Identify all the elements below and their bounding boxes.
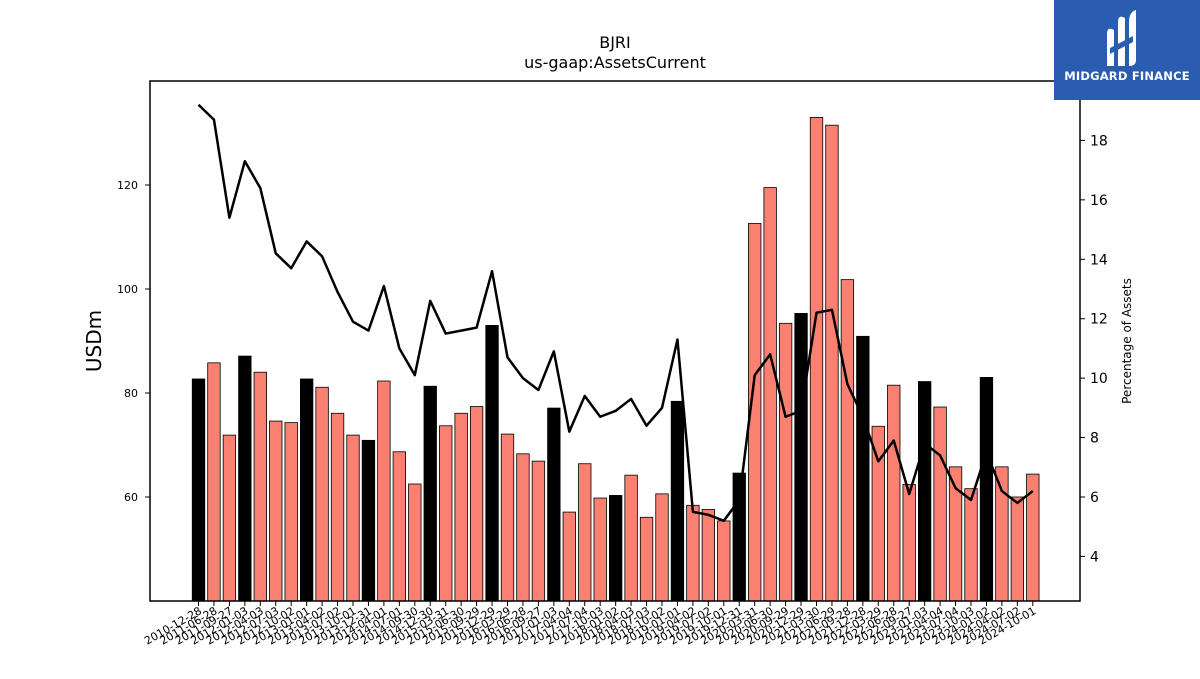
bar [1011, 497, 1024, 601]
bar [470, 407, 483, 601]
bar [857, 336, 870, 601]
bar [918, 382, 931, 601]
y-right-tick-label: 16 [1090, 193, 1108, 209]
bar [579, 464, 592, 601]
bar [378, 381, 391, 601]
bar [718, 521, 731, 601]
bar [687, 505, 700, 601]
y-right-tick-label: 12 [1090, 312, 1108, 328]
bar [208, 363, 221, 601]
bar [347, 435, 360, 601]
bar [254, 372, 266, 601]
y-axis-left-label: USDm [82, 310, 106, 372]
bar [779, 323, 792, 601]
logo-text: MIDGARD FINANCE [1054, 69, 1200, 83]
bar [285, 423, 298, 601]
bar [239, 356, 252, 601]
bar [671, 401, 684, 601]
bar [810, 117, 823, 601]
y-axis-right-label: Percentage of Assets [1120, 278, 1134, 404]
bar [625, 475, 638, 601]
bar [594, 498, 607, 601]
bar [331, 413, 344, 601]
bar [532, 461, 545, 601]
bar [903, 485, 916, 601]
bar [455, 413, 468, 601]
bar-group [192, 117, 1039, 601]
y-left-tick-label: 60 [124, 491, 138, 504]
chart-title: BJRI [599, 33, 631, 52]
y-right-tick-label: 14 [1090, 252, 1108, 268]
bar [965, 489, 978, 601]
y-right-tick-label: 18 [1090, 133, 1108, 149]
bar [996, 467, 1009, 601]
chart-subtitle: us-gaap:AssetsCurrent [524, 53, 706, 72]
bar [517, 454, 530, 601]
bar [764, 188, 777, 601]
y-left-tick-label: 100 [117, 283, 138, 296]
bar [300, 379, 313, 601]
bar [888, 385, 901, 601]
y-right-tick-label: 4 [1090, 549, 1099, 565]
y-left-tick-label: 80 [124, 387, 138, 400]
bar [656, 494, 669, 601]
y-right-tick-label: 10 [1090, 371, 1108, 387]
bar [841, 280, 854, 601]
bar [362, 440, 375, 601]
bar [702, 509, 715, 601]
bar [223, 435, 236, 601]
bar [501, 434, 514, 601]
bar [609, 495, 622, 601]
y-right-tick-label: 6 [1090, 490, 1099, 506]
bar [439, 426, 452, 601]
bar [795, 313, 808, 601]
bar [563, 512, 576, 601]
bar [486, 325, 499, 601]
bar [980, 377, 993, 601]
y-left-tick-label: 120 [117, 179, 138, 192]
bar [934, 407, 947, 601]
y-right-tick-label: 8 [1090, 431, 1099, 447]
bar [640, 517, 653, 601]
bar [393, 452, 406, 601]
bar [424, 386, 437, 601]
bar [826, 125, 839, 601]
logo-mark-icon [1054, 0, 1200, 100]
bar [409, 484, 422, 601]
midgard-finance-logo: MIDGARD FINANCE [1054, 0, 1200, 100]
bar [192, 379, 205, 601]
bar [270, 421, 283, 601]
bar [548, 408, 561, 601]
bar [316, 387, 329, 601]
